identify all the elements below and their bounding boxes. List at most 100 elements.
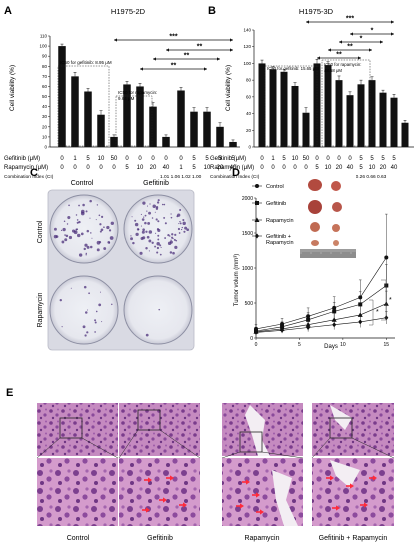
panel-a-rapamycin-dose: 1 xyxy=(179,165,183,171)
panel-d-ytick: 1000 xyxy=(242,266,253,272)
panel-b-ytick: 0 xyxy=(248,145,251,150)
panel-a-gefitinib-dose: 10 xyxy=(98,156,105,162)
panel-b-rapamycin-dose: 5 xyxy=(359,165,363,171)
panel-c-row-rapamycin: Rapamycin xyxy=(37,292,44,327)
panel-d-xtick: 0 xyxy=(255,342,258,348)
panel-a-bar xyxy=(162,136,170,147)
panel-d-legend-label: Rapamycin xyxy=(266,218,294,224)
panel-a-ytick: 110 xyxy=(40,34,48,39)
histo-control-high xyxy=(37,458,118,526)
panel-a-row-ci-label: Combination Index (CI) xyxy=(4,174,54,180)
panel-d-point xyxy=(331,317,337,322)
panel-d-point xyxy=(280,327,285,333)
panel-a-significance: ** xyxy=(197,44,203,51)
panel-b-bar xyxy=(401,122,409,147)
panel-a-rapamycin-dose: 20 xyxy=(150,165,157,171)
panel-d-series-line xyxy=(255,303,387,332)
well-rapamycin-control xyxy=(49,275,119,345)
panel-a-bar xyxy=(216,126,224,147)
histo-control-low xyxy=(37,403,118,456)
panel-b-rapamycin-dose: 10 xyxy=(325,165,332,171)
panel-b-significance: * xyxy=(360,36,363,43)
panel-a-ytick: 20 xyxy=(42,124,48,129)
panel-a-bar xyxy=(136,86,144,147)
panel-b-ytick: 60 xyxy=(246,94,252,99)
panel-b-ytick: 140 xyxy=(243,28,251,33)
panel-a-row-gefitinib-label: Gefitinib (μM) xyxy=(4,156,40,162)
panel-a-bar xyxy=(149,106,157,147)
panel-d-ytick: 500 xyxy=(245,301,254,307)
panel-b-ytick: 80 xyxy=(246,78,252,83)
panel-b-ic50-rapamycin-line1: IC50 for rapamycin: xyxy=(324,62,362,67)
panel-b-bar xyxy=(269,69,277,147)
panel-a-bar xyxy=(58,46,66,147)
panel-d-xtick: 10 xyxy=(340,342,346,348)
histo-combo-low xyxy=(312,403,394,456)
panel-a-rapamycin-dose: 20 xyxy=(217,165,224,171)
panel-b-significance: *** xyxy=(346,16,354,23)
panel-a-ic50-rapamycin-line1: IC50 for rapamycin: xyxy=(118,90,157,95)
panel-b-gefitinib-dose: 50 xyxy=(303,156,310,162)
histo-label-combo: Gefitinib + Rapamycin xyxy=(319,535,388,542)
panel-b-gefitinib-dose: 0 xyxy=(260,156,264,162)
panel-c-row-control: Control xyxy=(37,220,44,243)
panel-b-rapamycin-dose: 0 xyxy=(282,165,286,171)
panel-a-rapamycin-dose: 40 xyxy=(230,165,237,171)
panel-a-rapamycin-dose: 40 xyxy=(163,165,170,171)
panel-a-ytick: 50 xyxy=(42,94,48,99)
panel-e-histology: Control Gefitinib Rapamycin Gefitinib + … xyxy=(36,403,395,542)
histo-label-gefitinib: Gefitinib xyxy=(147,535,173,542)
histo-gefitinib-high xyxy=(119,458,200,526)
panel-b-gefitinib-dose: 5 xyxy=(392,156,396,162)
panel-b-gefitinib-dose: 5 xyxy=(381,156,385,162)
panel-d-point xyxy=(332,322,337,328)
panel-d-legend-label: Gefitinib + xyxy=(266,234,291,240)
panel-d-point xyxy=(358,302,363,307)
panel-d-legend-marker xyxy=(255,184,259,188)
panel-d-legend-marker xyxy=(255,201,259,205)
well-control-control xyxy=(49,194,119,264)
panel-b-bar xyxy=(291,85,299,147)
panel-a-bar-chart: H1975-2D Cell viability (%) 0 10 20 30 40 50 6… xyxy=(9,7,240,150)
panel-a-significance: *** xyxy=(169,34,177,41)
panel-a-bar xyxy=(190,111,198,147)
panel-d-series-line xyxy=(255,317,387,333)
panel-letter-e: E xyxy=(6,387,13,399)
panel-a-title: H1975-2D xyxy=(111,7,146,16)
panel-d-series-line xyxy=(255,285,387,332)
panel-b-bar xyxy=(346,95,354,147)
panel-letter-b: B xyxy=(208,5,216,17)
panel-d-line-chart: Tumor volum (mm³) Days 0 500 1000 1500 2000 0… xyxy=(234,175,395,350)
panel-b-rapamycin-dose: 10 xyxy=(369,165,376,171)
panel-b-rapamycin-dose: 5 xyxy=(315,165,319,171)
panel-b-rapamycin-dose: 0 xyxy=(260,165,264,171)
panel-a-bar xyxy=(71,76,79,147)
panel-d-point xyxy=(383,301,389,306)
panel-a-rapamycin-dose: 0 xyxy=(86,165,90,171)
panel-b-rapamycin-dose: 0 xyxy=(304,165,308,171)
panel-b-row-gefitinib-label: Gefitinib (μM) xyxy=(210,156,246,162)
panel-a-gefitinib-dose: 0 xyxy=(164,156,168,162)
panel-b-gefitinib-dose: 0 xyxy=(315,156,319,162)
panel-d-ytick: 2000 xyxy=(242,196,253,202)
panel-b-gefitinib-dose: 5 xyxy=(370,156,374,162)
panel-b-title: H1975-3D xyxy=(299,7,334,16)
panel-b-bar xyxy=(258,63,266,147)
panel-a-ic50-gefitinib: IC50 for gefitinib: 8.95 μM xyxy=(60,60,112,65)
panel-b-bar xyxy=(379,92,387,147)
panel-d-point xyxy=(332,309,337,314)
panel-a-ytick: 40 xyxy=(42,104,48,109)
panel-d-point xyxy=(357,312,363,317)
panel-d-point xyxy=(358,319,363,325)
panel-b-gefitinib-dose: 10 xyxy=(292,156,299,162)
panel-d-xlabel: Days xyxy=(324,344,338,350)
panel-a-gefitinib-dose: 0 xyxy=(60,156,64,162)
panel-d-sig-2: * xyxy=(376,309,379,316)
panel-b-ic50-gefitinib: IC50 for gefitinib: 15.65 μM xyxy=(267,66,319,71)
panel-b-rapamycin-dose: 40 xyxy=(347,165,354,171)
panel-d-legend-label: Control xyxy=(266,184,284,190)
panel-a-ytick: 70 xyxy=(42,74,48,79)
panel-b-bar xyxy=(313,63,321,147)
panel-a-ylabel: Cell viability (%) xyxy=(9,65,16,111)
